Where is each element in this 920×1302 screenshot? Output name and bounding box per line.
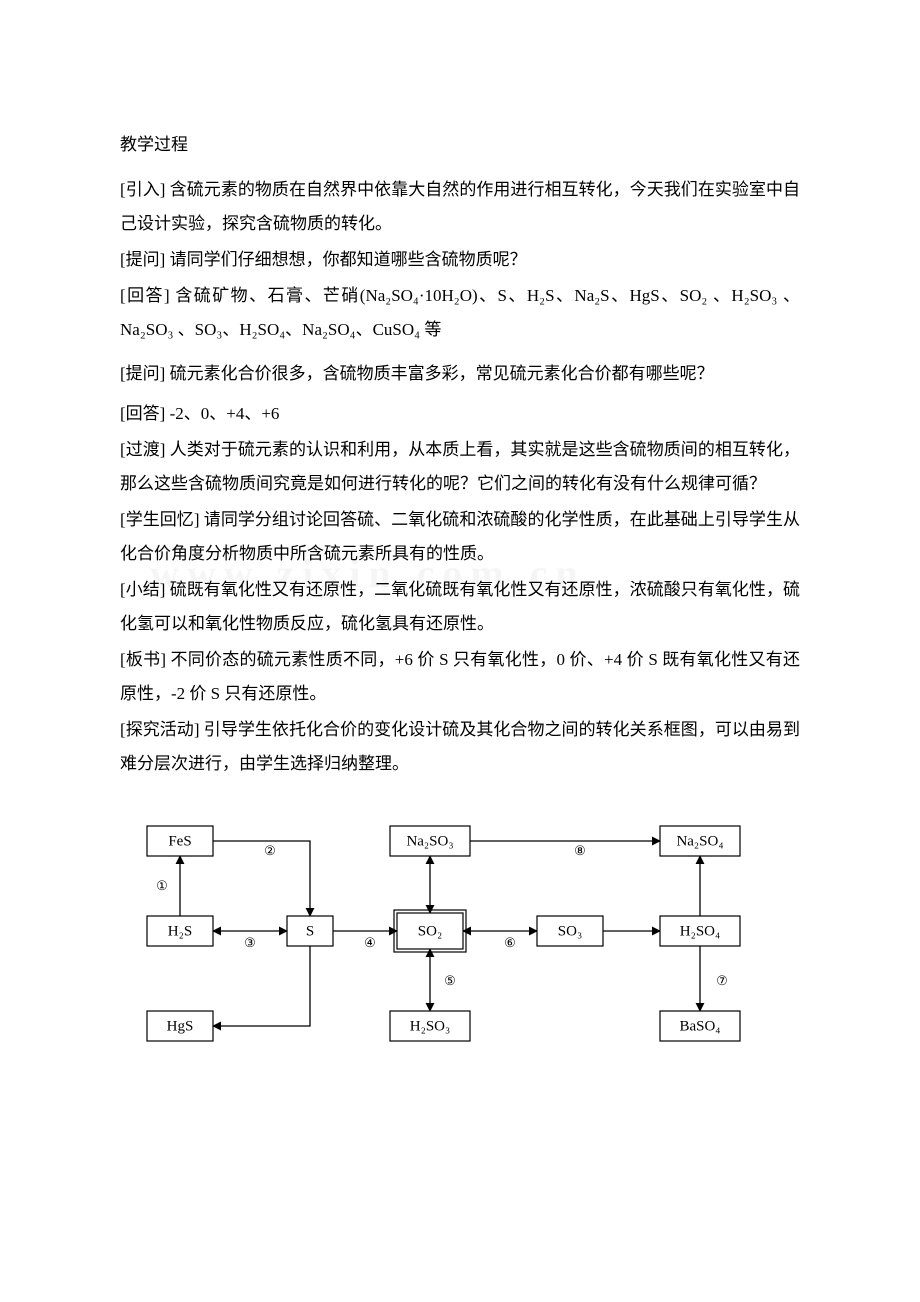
text-board: 不同价态的硫元素性质不同，+6 价 S 只有氧化性，0 价、+4 价 S 既有氧…: [120, 650, 800, 703]
section-title: 教学过程: [120, 130, 800, 155]
para-activity: [探究活动] 引导学生依托化合价的变化设计硫及其化合物之间的转化关系框图，可以由…: [120, 713, 800, 781]
node-BaSO4: BaSO₄: [660, 1011, 740, 1041]
text-a1: 含硫矿物、石膏、芒硝(Na₂SO₄·10H₂O)、S、H₂S、Na₂S、HgS、…: [120, 286, 800, 339]
node-S: S: [287, 916, 333, 946]
node-Na2SO3: Na₂SO₃: [390, 826, 470, 856]
para-a1: [回答] 含硫矿物、石膏、芒硝(Na₂SO₄·10H₂O)、S、H₂S、Na₂S…: [120, 279, 800, 347]
para-q1: [提问] 请同学们仔细想想，你都知道哪些含硫物质呢？: [120, 243, 800, 277]
svg-text:BaSO₄: BaSO₄: [679, 1018, 720, 1034]
node-FeS: FeS: [147, 826, 213, 856]
para-summary: [小结] 硫既有氧化性又有还原性，二氧化硫既有氧化性又有还原性，浓硫酸只有氧化性…: [120, 573, 800, 641]
label-q2: [提问]: [120, 364, 165, 383]
text-a2: -2、0、+4、+6: [165, 404, 279, 423]
text-intro: 含硫元素的物质在自然界中依靠大自然的作用进行相互转化，今天我们在实验室中自己设计…: [120, 180, 800, 233]
svg-text:Na₂SO₄: Na₂SO₄: [676, 833, 723, 849]
svg-text:SO₂: SO₂: [418, 923, 442, 939]
sulfur-flowchart: ① ② ③ ④ ⑤ ⑥ ⑦ ⑧ FeS Na₂SO₃ Na₂SO₄ H₂S S SO₂ SO₃ H₂SO₄ Hg…: [120, 811, 800, 1071]
svg-text:SO₃: SO₃: [558, 923, 582, 939]
edge-label: ⑦: [716, 973, 728, 988]
svg-text:Na₂SO₃: Na₂SO₃: [406, 833, 453, 849]
edge: [213, 841, 310, 916]
edge-label: ①: [156, 878, 168, 893]
node-SO3: SO₃: [537, 916, 603, 946]
svg-text:H₂SO₃: H₂SO₃: [410, 1018, 450, 1034]
para-trans: [过渡] 人类对于硫元素的认识和利用，从本质上看，其实就是这些含硫物质间的相互转…: [120, 433, 800, 501]
para-q2: [提问] 硫元素化合价很多，含硫物质丰富多彩，常见硫元素化合价都有哪些呢？: [120, 357, 800, 391]
node-Na2SO4: Na₂SO₄: [660, 826, 740, 856]
label-intro: [引入]: [120, 180, 165, 199]
node-H2SO3: H₂SO₃: [390, 1011, 470, 1041]
node-H2SO4: H₂SO₄: [660, 916, 740, 946]
label-a1: [回答]: [120, 286, 170, 305]
flowchart-container: ① ② ③ ④ ⑤ ⑥ ⑦ ⑧ FeS Na₂SO₃ Na₂SO₄ H₂S S SO₂ SO₃ H₂SO₄ Hg…: [120, 811, 800, 1071]
svg-text:H₂S: H₂S: [168, 923, 192, 939]
text-summary: 硫既有氧化性又有还原性，二氧化硫既有氧化性又有还原性，浓硫酸只有氧化性，硫化氢可…: [120, 580, 800, 633]
label-a2: [回答]: [120, 404, 165, 423]
svg-text:FeS: FeS: [168, 833, 191, 849]
node-H2S: H₂S: [147, 916, 213, 946]
para-board: [板书] 不同价态的硫元素性质不同，+6 价 S 只有氧化性，0 价、+4 价 …: [120, 643, 800, 711]
para-intro: [引入] 含硫元素的物质在自然界中依靠大自然的作用进行相互转化，今天我们在实验室…: [120, 173, 800, 241]
edge: [213, 946, 310, 1026]
label-summary: [小结]: [120, 580, 165, 599]
svg-text:HgS: HgS: [167, 1018, 194, 1034]
label-q1: [提问]: [120, 250, 165, 269]
edge-label: ②: [264, 843, 276, 858]
document-page: www.zixin.com.cn 教学过程 [引入] 含硫元素的物质在自然界中依…: [0, 0, 920, 1131]
text-q1: 请同学们仔细想想，你都知道哪些含硫物质呢？: [165, 250, 526, 269]
text-q2: 硫元素化合价很多，含硫物质丰富多彩，常见硫元素化合价都有哪些呢？: [165, 364, 713, 383]
svg-text:H₂SO₄: H₂SO₄: [680, 923, 720, 939]
edge-label: ③: [244, 935, 256, 950]
node-HgS: HgS: [147, 1011, 213, 1041]
para-recall: [学生回忆] 请同学分组讨论回答硫、二氧化硫和浓硫酸的化学性质，在此基础上引导学…: [120, 503, 800, 571]
edge-label: ⑧: [574, 843, 586, 858]
label-activity: [探究活动]: [120, 720, 200, 739]
text-trans: 人类对于硫元素的认识和利用，从本质上看，其实就是这些含硫物质间的相互转化，那么这…: [120, 440, 800, 493]
svg-text:S: S: [306, 923, 314, 939]
edge-label: ⑤: [444, 973, 456, 988]
text-recall: 请同学分组讨论回答硫、二氧化硫和浓硫酸的化学性质，在此基础上引导学生从化合价角度…: [120, 510, 800, 563]
node-SO2: SO₂: [394, 910, 466, 952]
edge-label: ④: [364, 935, 376, 950]
label-board: [板书]: [120, 650, 166, 669]
para-a2: [回答] -2、0、+4、+6: [120, 397, 800, 431]
edge-label: ⑥: [504, 935, 516, 950]
label-recall: [学生回忆]: [120, 510, 200, 529]
label-trans: [过渡]: [120, 440, 165, 459]
text-activity: 引导学生依托化合价的变化设计硫及其化合物之间的转化关系框图，可以由易到难分层次进…: [120, 720, 800, 773]
